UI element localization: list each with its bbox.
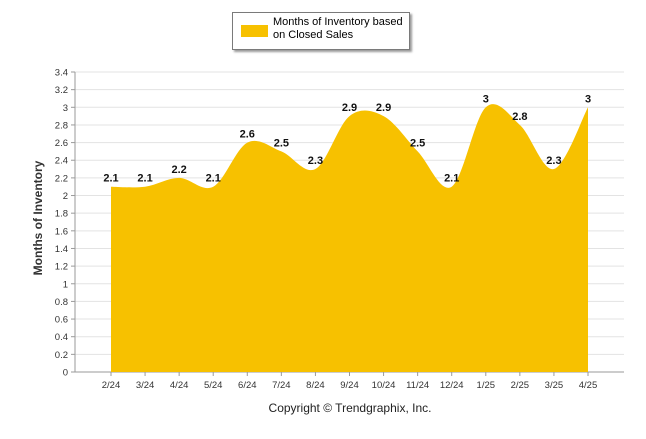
x-tick-label: 2/24 xyxy=(102,380,121,391)
y-tick-label: 1 xyxy=(63,279,68,290)
y-tick-label: 2 xyxy=(63,191,68,202)
data-label: 2.3 xyxy=(308,155,323,167)
x-tick-labels: 2/24 3/24 4/24 5/24 6/24 7/24 8/24 9/24 10/24 11/… xyxy=(102,380,598,391)
y-tick-label: 2.8 xyxy=(55,120,68,131)
x-tick-label: 5/24 xyxy=(204,380,223,391)
legend-label: Months of Inventory based on Closed Sale… xyxy=(273,16,403,41)
y-tick-label: 0.4 xyxy=(55,332,68,343)
y-tick-label: 2.4 xyxy=(55,156,68,167)
data-label: 2.1 xyxy=(206,173,221,185)
data-label: 2.9 xyxy=(342,102,357,114)
y-tick-labels: 0 0.2 0.4 0.6 0.8 1 1.2 1.4 1.6 1.8 2 2.2 2.4 2.6 2.8 3… xyxy=(55,68,68,379)
x-tick-label: 9/24 xyxy=(340,380,359,391)
x-tick-label: 3/24 xyxy=(136,380,155,391)
y-tick-label: 1.2 xyxy=(55,262,68,273)
data-label: 2.6 xyxy=(240,129,255,141)
y-tick-label: 1.4 xyxy=(55,244,68,255)
data-label: 2.5 xyxy=(410,137,425,149)
y-tick-label: 1.6 xyxy=(55,226,68,237)
x-tick-label: 4/24 xyxy=(170,380,189,391)
y-tick-label: 2.2 xyxy=(55,173,68,184)
y-tick-label: 3 xyxy=(63,103,68,114)
y-tick-label: 0.8 xyxy=(55,297,68,308)
area-series xyxy=(111,104,588,372)
x-tick-label: 8/24 xyxy=(306,380,325,391)
data-label: 2.1 xyxy=(444,173,459,185)
data-label: 3 xyxy=(483,93,489,105)
y-tick-label: 2.6 xyxy=(55,138,68,149)
data-label: 2.5 xyxy=(274,137,289,149)
data-label: 2.2 xyxy=(171,164,186,176)
area-fill xyxy=(111,104,588,372)
x-tick-label: 12/24 xyxy=(440,380,464,391)
y-tick-label: 1.8 xyxy=(55,209,68,220)
x-tick-label: 11/24 xyxy=(406,380,429,391)
x-tick-label: 3/25 xyxy=(545,380,564,391)
x-tick-label: 1/25 xyxy=(477,380,496,391)
x-tick-label: 2/25 xyxy=(511,380,530,391)
y-tick-label: 0.2 xyxy=(55,350,68,361)
x-tick-label: 7/24 xyxy=(272,380,291,391)
legend-swatch xyxy=(241,25,268,37)
data-label: 2.1 xyxy=(103,173,118,185)
x-tick-label: 6/24 xyxy=(238,380,257,391)
data-labels: 2.1 2.1 2.2 2.1 2.6 2.5 2.3 2.9 2.9 2.5 2.1 3 2.8 2.3… xyxy=(103,93,591,184)
legend[interactable]: Months of Inventory based on Closed Sale… xyxy=(232,12,410,50)
y-tick-label: 0 xyxy=(63,368,68,379)
y-axis-title: Months of Inventory xyxy=(31,160,45,275)
x-tick-label: 4/25 xyxy=(579,380,598,391)
y-tick-label: 3.2 xyxy=(55,85,68,96)
x-tick-label: 10/24 xyxy=(372,380,396,391)
data-label: 2.1 xyxy=(137,173,152,185)
data-label: 3 xyxy=(585,93,591,105)
data-label: 2.9 xyxy=(376,102,391,114)
data-label: 2.8 xyxy=(512,111,527,123)
y-tick-label: 3.4 xyxy=(55,68,68,79)
y-tick-label: 0.6 xyxy=(55,315,68,326)
data-label: 2.3 xyxy=(546,155,561,167)
copyright-text: Copyright © Trendgraphix, Inc. xyxy=(268,401,432,415)
